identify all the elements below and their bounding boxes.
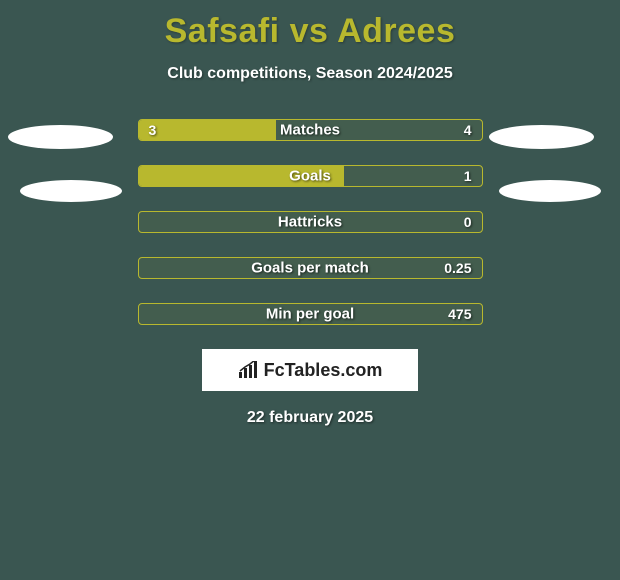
stat-value-right: 0.25 — [444, 260, 471, 276]
page-title: Safsafi vs Adrees — [0, 0, 620, 51]
stat-fill-left — [139, 120, 276, 140]
stat-value-right: 1 — [464, 168, 472, 184]
stat-row: Min per goal 475 — [138, 303, 483, 325]
stat-value-right: 4 — [464, 122, 472, 138]
logo-box: FcTables.com — [202, 349, 418, 391]
decorative-ellipse — [8, 125, 113, 149]
stat-row: Goals 1 — [138, 165, 483, 187]
decorative-ellipse — [499, 180, 601, 202]
decorative-ellipse — [489, 125, 594, 149]
logo-text: FcTables.com — [264, 360, 383, 381]
stat-label: Hattricks — [278, 214, 342, 231]
stat-label: Goals per match — [251, 260, 369, 277]
stat-label: Goals — [289, 168, 331, 185]
stat-row: Goals per match 0.25 — [138, 257, 483, 279]
stat-value-right: 0 — [464, 214, 472, 230]
subtitle: Club competitions, Season 2024/2025 — [0, 65, 620, 83]
logo: FcTables.com — [238, 360, 383, 381]
decorative-ellipse — [20, 180, 122, 202]
stat-value-left: 3 — [149, 122, 157, 138]
stat-label: Matches — [280, 122, 340, 139]
stat-row: Hattricks 0 — [138, 211, 483, 233]
stat-row: 3 Matches 4 — [138, 119, 483, 141]
date: 22 february 2025 — [0, 409, 620, 427]
bar-chart-icon — [238, 361, 260, 379]
stat-value-right: 475 — [448, 306, 471, 322]
stat-label: Min per goal — [266, 306, 354, 323]
stats-container: 3 Matches 4 Goals 1 Hattricks 0 Goals per match… — [0, 119, 620, 325]
